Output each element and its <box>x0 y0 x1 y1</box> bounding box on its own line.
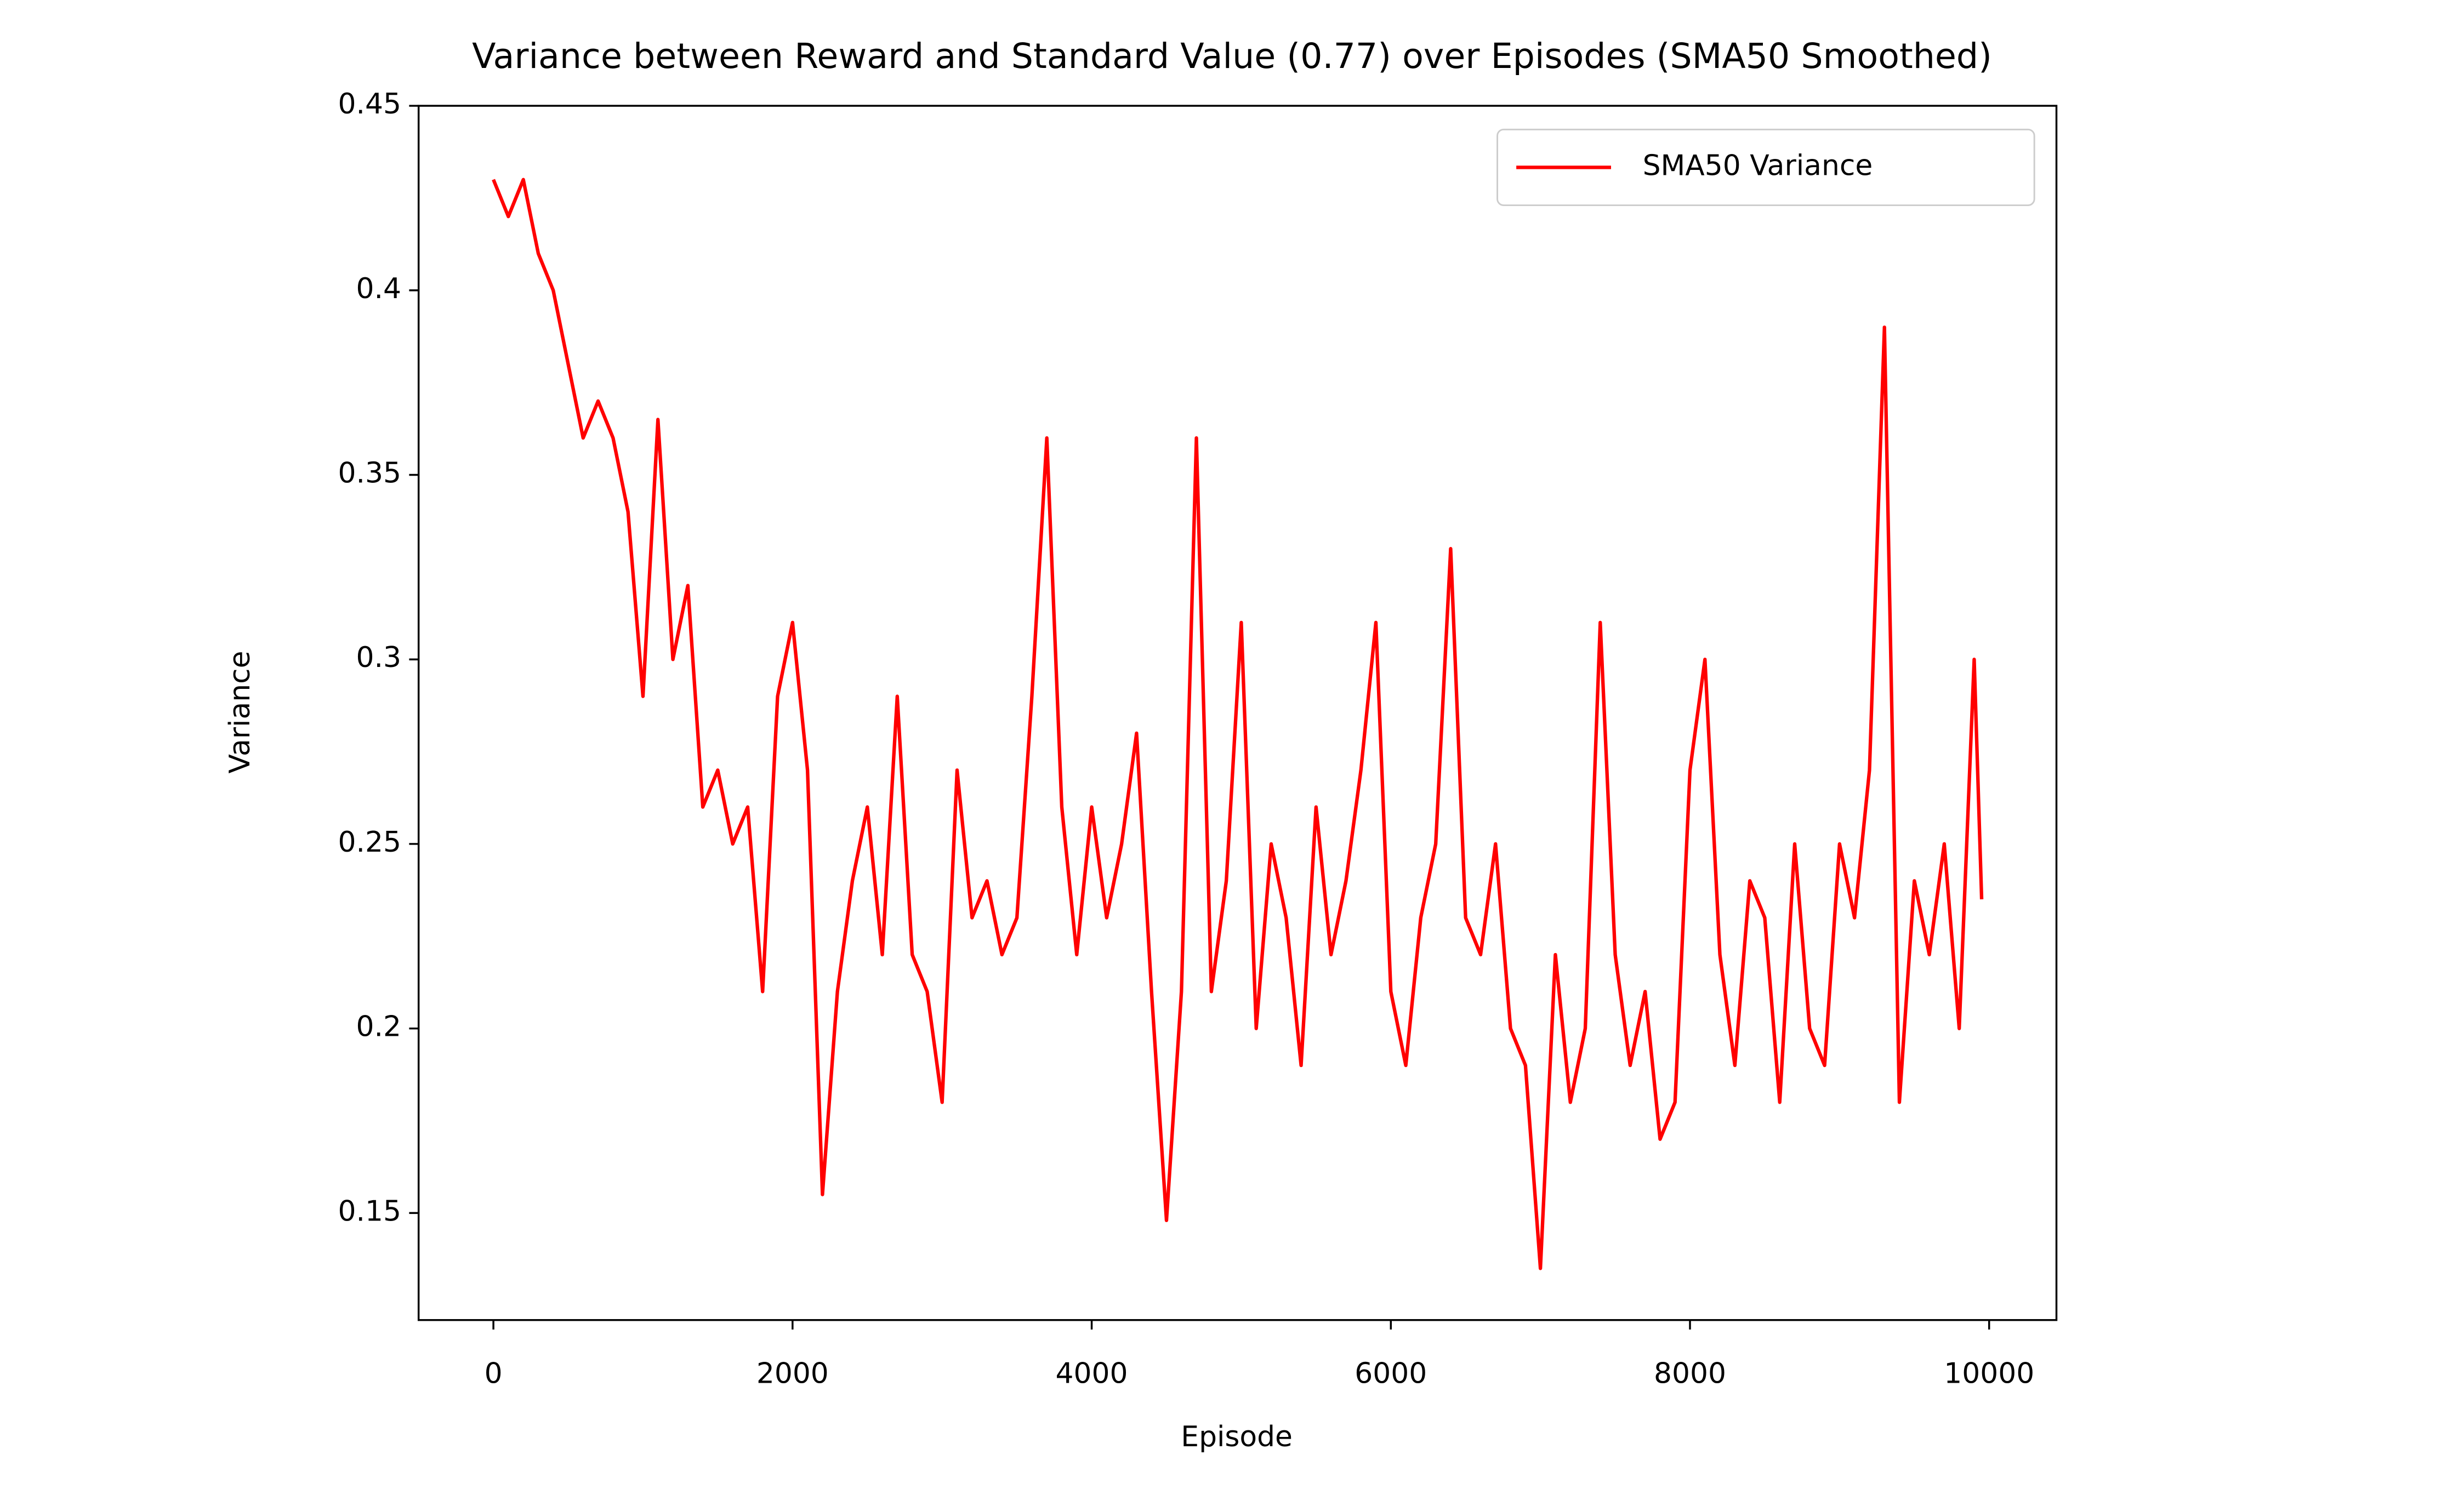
x-tick-label: 2000 <box>756 1357 829 1390</box>
axes-frame <box>417 105 2058 1321</box>
legend-box <box>1496 128 2035 207</box>
x-tick-label: 4000 <box>1056 1357 1128 1390</box>
y-tick-label: 0.35 <box>338 457 401 489</box>
x-tick-label: 6000 <box>1355 1357 1427 1390</box>
x-axis-label: Episode <box>1181 1420 1293 1453</box>
y-tick-label: 0.15 <box>338 1195 401 1228</box>
y-tick-label: 0.3 <box>356 641 401 674</box>
legend-label: SMA50 Variance <box>1643 149 1873 182</box>
y-tick-label: 0.4 <box>356 272 401 305</box>
y-axis-label: Variance <box>224 651 257 773</box>
data-line <box>492 178 1984 1270</box>
y-tick-label: 0.2 <box>356 1011 401 1043</box>
x-tick-label: 8000 <box>1654 1357 1726 1390</box>
y-tick-label: 0.45 <box>338 88 401 121</box>
x-tick-label: 0 <box>485 1357 503 1390</box>
y-tick-label: 0.25 <box>338 826 401 859</box>
chart-title: Variance between Reward and Standard Val… <box>472 36 1992 76</box>
x-tick-label: 10000 <box>1944 1357 2034 1390</box>
